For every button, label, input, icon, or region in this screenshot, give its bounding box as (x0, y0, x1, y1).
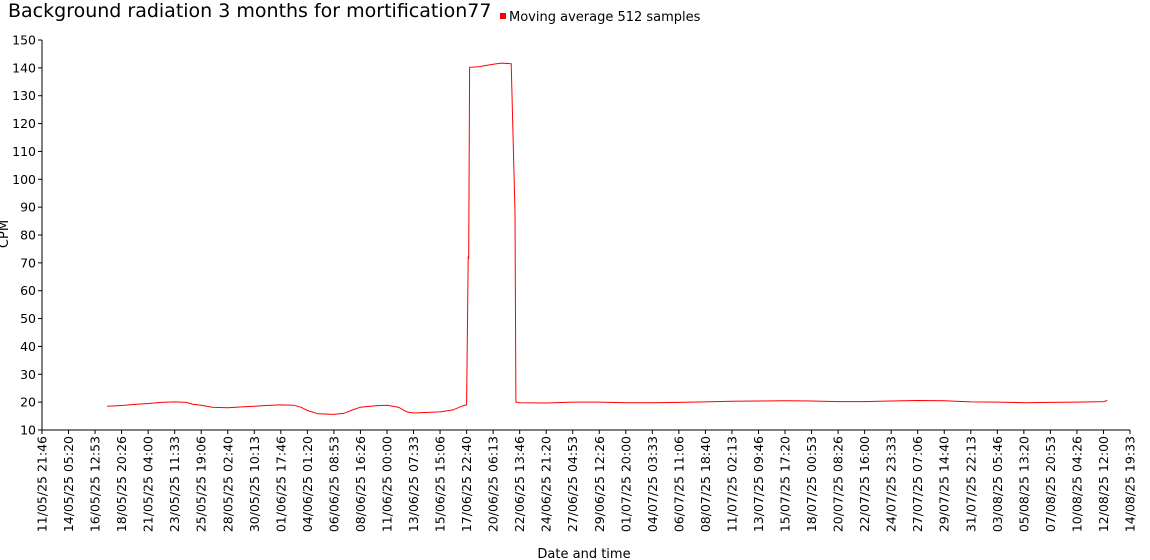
x-tick-label: 18/07/25 00:53 (804, 436, 819, 532)
x-tick-label: 07/08/25 20:53 (1043, 436, 1058, 532)
x-tick-label: 11/07/25 02:13 (724, 436, 739, 532)
legend: Moving average 512 samples (500, 10, 701, 25)
x-tick-label: 27/06/25 04:53 (565, 436, 580, 532)
x-tick-label: 21/05/25 04:00 (141, 436, 156, 532)
x-tick-label: 30/05/25 10:13 (247, 436, 262, 532)
y-tick-label: 120 (12, 116, 36, 131)
x-axis-label: Date and time (537, 547, 630, 560)
x-tick-label: 11/06/25 00:00 (379, 436, 394, 532)
x-tick-label: 15/06/25 15:06 (433, 436, 448, 532)
x-tick-label: 18/05/25 20:26 (114, 436, 129, 532)
y-tick-label: 100 (12, 172, 36, 187)
x-tick-label: 10/08/25 04:26 (1069, 436, 1084, 532)
x-tick-label: 24/07/25 23:33 (884, 436, 899, 532)
x-tick-label: 24/06/25 21:20 (539, 436, 554, 532)
x-tick-label: 29/06/25 12:26 (592, 436, 607, 532)
y-tick-label: 150 (12, 33, 36, 48)
x-tick-label: 23/05/25 11:33 (167, 436, 182, 532)
y-tick-label: 60 (20, 283, 36, 298)
x-tick-label: 20/06/25 06:13 (486, 436, 501, 532)
x-tick-label: 08/07/25 18:40 (698, 436, 713, 532)
y-tick-label: 90 (20, 200, 36, 215)
series-line (107, 62, 1108, 415)
x-tick-label: 29/07/25 14:40 (937, 436, 952, 532)
x-tick-label: 04/06/25 01:20 (300, 436, 315, 532)
series-group (107, 62, 1108, 415)
x-axis-ticks: 11/05/25 21:46 14/05/25 05:20 16/05/25 12:… (35, 430, 1138, 532)
x-tick-label: 25/05/25 19:06 (194, 436, 209, 532)
x-tick-label: 08/06/25 16:26 (353, 436, 368, 532)
legend-swatch (500, 13, 506, 19)
x-tick-label: 12/08/25 12:00 (1096, 436, 1111, 532)
y-tick-label: 50 (20, 311, 36, 326)
x-tick-label: 22/07/25 16:00 (857, 436, 872, 532)
x-tick-label: 20/07/25 08:26 (831, 436, 846, 532)
y-tick-label: 40 (20, 339, 36, 354)
x-tick-label: 11/05/25 21:46 (35, 436, 50, 532)
x-tick-label: 04/07/25 03:33 (645, 436, 660, 532)
x-tick-label: 16/05/25 12:53 (88, 436, 103, 532)
x-tick-label: 17/06/25 22:40 (459, 436, 474, 532)
y-tick-label: 70 (20, 255, 36, 270)
y-axis-ticks: 10 20 30 40 50 60 70 80 90 100 110 120 130 140 150 (12, 33, 42, 438)
y-tick-label: 30 (20, 367, 36, 382)
legend-label: Moving average 512 samples (509, 10, 701, 25)
y-axis-label: CPM (0, 220, 12, 248)
x-tick-label: 05/08/25 13:20 (1016, 436, 1031, 532)
y-tick-label: 110 (12, 144, 36, 159)
x-tick-label: 06/07/25 11:06 (671, 436, 686, 532)
x-tick-label: 01/07/25 20:00 (618, 436, 633, 532)
x-tick-label: 28/05/25 02:40 (220, 436, 235, 532)
x-tick-label: 13/06/25 07:33 (406, 436, 421, 532)
x-tick-label: 31/07/25 22:13 (963, 436, 978, 532)
y-tick-label: 80 (20, 228, 36, 243)
x-tick-label: 27/07/25 07:06 (910, 436, 925, 532)
y-tick-label: 10 (20, 423, 36, 438)
x-tick-label: 15/07/25 17:20 (778, 436, 793, 532)
x-tick-label: 22/06/25 13:46 (512, 436, 527, 532)
y-tick-label: 140 (12, 60, 36, 75)
chart-title: Background radiation 3 months for mortif… (8, 0, 491, 22)
y-tick-label: 130 (12, 88, 36, 103)
x-tick-label: 01/06/25 17:46 (273, 436, 288, 532)
axes (41, 40, 1130, 431)
x-tick-label: 06/06/25 08:53 (326, 436, 341, 532)
x-tick-label: 14/05/25 05:20 (61, 436, 76, 532)
y-tick-label: 20 (20, 395, 36, 410)
x-tick-label: 14/08/25 19:33 (1123, 436, 1138, 532)
x-tick-label: 03/08/25 05:46 (990, 436, 1005, 532)
x-tick-label: 13/07/25 09:46 (751, 436, 766, 532)
